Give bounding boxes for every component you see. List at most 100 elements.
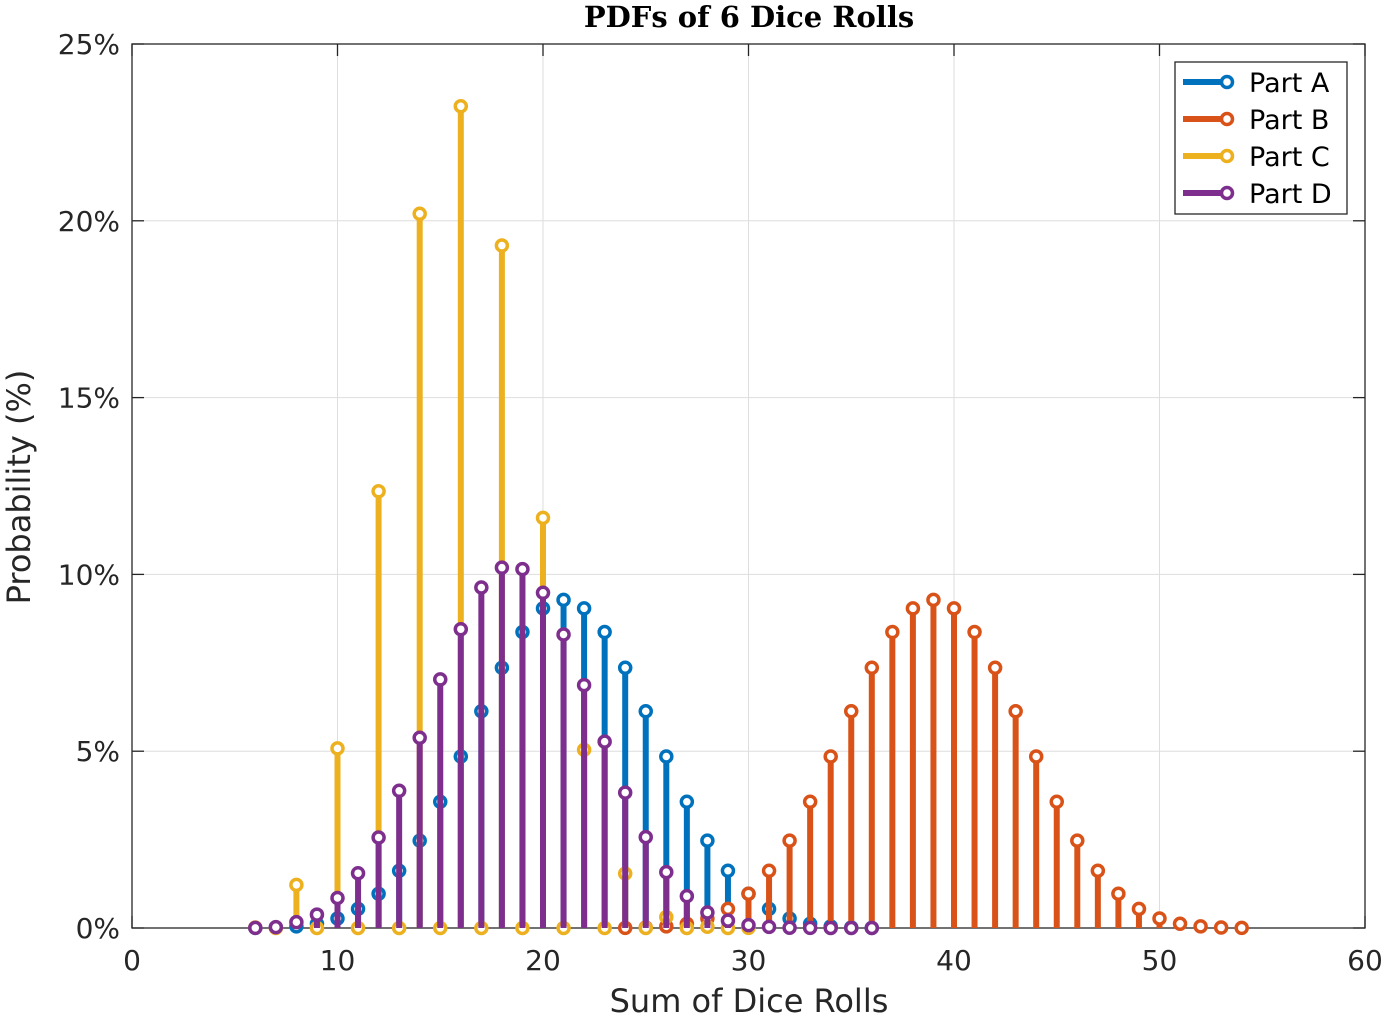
- y-tick-label: 5%: [76, 735, 120, 768]
- stem-marker: [556, 627, 571, 642]
- stem-marker: [1152, 911, 1167, 926]
- stem-marker: [720, 901, 736, 917]
- stem-marker: [741, 886, 756, 901]
- stem-marker: [638, 703, 653, 719]
- legend-marker: [1219, 74, 1235, 90]
- stem-marker: [350, 865, 366, 881]
- stem-marker: [885, 624, 900, 640]
- legend-marker: [1219, 111, 1235, 127]
- stem-marker: [659, 749, 674, 764]
- stem-marker: [371, 484, 386, 499]
- stem-marker: [823, 920, 838, 936]
- stem-marker: [1213, 920, 1229, 935]
- legend: Part A Part B Part C Part D: [1174, 61, 1348, 215]
- stem-marker: [761, 863, 777, 878]
- stem-marker: [700, 833, 715, 848]
- y-tick-label: 20%: [58, 205, 120, 238]
- series-part-b: [617, 592, 1249, 936]
- y-tick-label: 15%: [58, 382, 120, 415]
- stem-marker: [720, 863, 736, 878]
- stem-marker: [1172, 916, 1188, 932]
- chart-title: PDFs of 6 Dice Rolls: [584, 0, 914, 34]
- legend-label: Part C: [1249, 142, 1330, 173]
- stem-marker: [453, 621, 469, 637]
- stem-marker: [597, 624, 612, 640]
- stem-marker: [1131, 901, 1147, 917]
- stem-marker: [453, 98, 469, 114]
- stem-marker: [782, 920, 797, 936]
- x-tick-label: 50: [1142, 944, 1178, 977]
- stem-marker: [1049, 794, 1064, 810]
- stem-marker: [494, 238, 510, 253]
- stem-marker: [679, 888, 695, 904]
- stem-marker: [844, 920, 859, 936]
- stem-marker: [638, 829, 653, 845]
- legend-label: Part B: [1249, 105, 1329, 136]
- series-layer: [248, 98, 1249, 936]
- x-tick-label: 0: [123, 944, 141, 977]
- stem-marker: [679, 794, 695, 810]
- x-tick-label: 20: [525, 944, 561, 977]
- stem-marker: [864, 660, 880, 676]
- stem-marker: [720, 913, 736, 928]
- stem-marker: [330, 890, 345, 906]
- stem-marker: [823, 749, 838, 764]
- stem-marker: [926, 592, 941, 608]
- stem-marker: [412, 206, 427, 221]
- x-tick-label: 10: [320, 944, 356, 977]
- stem-marker: [617, 785, 633, 800]
- legend-item: Part B: [1183, 105, 1329, 136]
- stem-marker: [864, 920, 880, 936]
- legend-marker: [1219, 148, 1235, 164]
- stem-marker: [844, 703, 859, 719]
- stem-marker: [782, 833, 797, 848]
- stem-marker: [556, 592, 571, 608]
- stem-marker: [535, 585, 551, 601]
- legend-item: Part A: [1183, 68, 1330, 99]
- stem-marker: [700, 905, 715, 920]
- stem-marker: [946, 601, 962, 616]
- legend-marker: [1219, 185, 1235, 201]
- stem-marker: [412, 730, 427, 746]
- stem-marker: [576, 677, 592, 693]
- stem-marker: [617, 660, 633, 676]
- stem-marker: [1193, 919, 1208, 934]
- y-axis-label: Probability (%): [0, 370, 38, 605]
- stem-marker: [597, 734, 612, 749]
- x-tick-label: 60: [1347, 944, 1383, 977]
- stem-marker: [535, 510, 551, 526]
- stem-marker: [802, 794, 818, 810]
- stem-marker: [1234, 920, 1249, 936]
- legend-box: [1174, 61, 1348, 215]
- stem-marker: [309, 907, 325, 922]
- stem-marker: [576, 601, 592, 616]
- legend-label: Part D: [1249, 179, 1332, 210]
- stem-marker: [268, 919, 284, 935]
- x-tick-label: 30: [731, 944, 767, 977]
- stem-marker: [330, 741, 345, 756]
- stem-marker: [967, 624, 982, 640]
- legend-item: Part C: [1183, 142, 1330, 173]
- y-tick-label: 25%: [58, 28, 120, 61]
- x-tick-label: 40: [936, 944, 972, 977]
- stem-marker: [1070, 833, 1085, 848]
- stem-marker: [515, 561, 530, 577]
- series-part-d: [248, 560, 880, 936]
- stem-marker: [905, 601, 921, 616]
- stem-marker: [371, 830, 386, 845]
- stem-marker: [1090, 863, 1106, 878]
- stem-marker: [1008, 703, 1023, 719]
- stem-marker: [289, 877, 304, 893]
- stem-marker: [741, 917, 756, 933]
- legend-item: Part D: [1183, 179, 1332, 210]
- y-tick-label: 0%: [76, 912, 120, 945]
- stem-marker: [248, 920, 263, 936]
- x-axis-label: Sum of Dice Rolls: [610, 982, 889, 1018]
- y-tick-label: 10%: [58, 558, 120, 591]
- stem-marker: [289, 914, 304, 930]
- legend-label: Part A: [1249, 68, 1330, 99]
- stem-marker: [1111, 886, 1126, 901]
- stem-marker: [987, 660, 1003, 676]
